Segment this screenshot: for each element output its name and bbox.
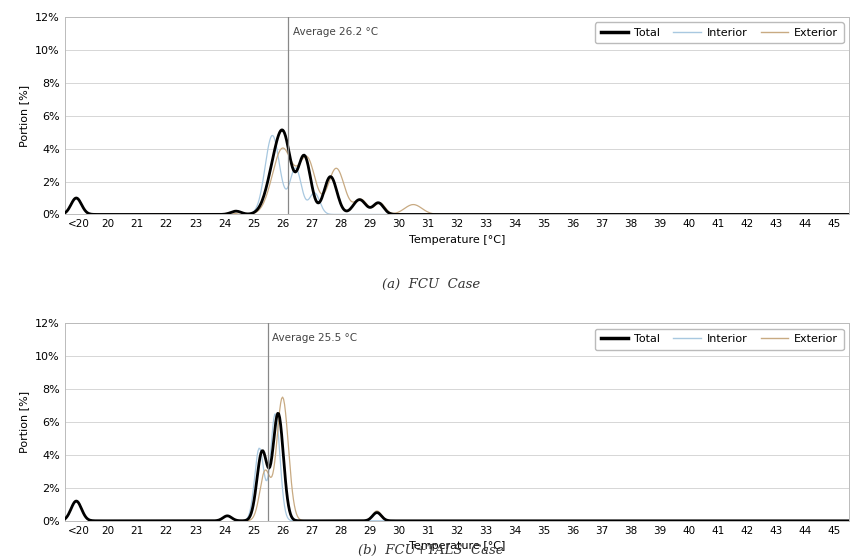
Legend: Total, Interior, Exterior: Total, Interior, Exterior	[594, 22, 843, 44]
X-axis label: Temperature [°C]: Temperature [°C]	[408, 541, 505, 551]
X-axis label: Temperature [°C]: Temperature [°C]	[408, 235, 505, 245]
Text: (a)  FCU  Case: (a) FCU Case	[381, 278, 480, 291]
Text: Average 26.2 °C: Average 26.2 °C	[293, 27, 377, 37]
Text: Average 25.5 °C: Average 25.5 °C	[272, 333, 357, 343]
Y-axis label: Portion [%]: Portion [%]	[20, 391, 29, 453]
Y-axis label: Portion [%]: Portion [%]	[20, 85, 29, 147]
Legend: Total, Interior, Exterior: Total, Interior, Exterior	[594, 329, 843, 350]
Text: (b)  FCU+TALS  Case: (b) FCU+TALS Case	[358, 544, 503, 557]
